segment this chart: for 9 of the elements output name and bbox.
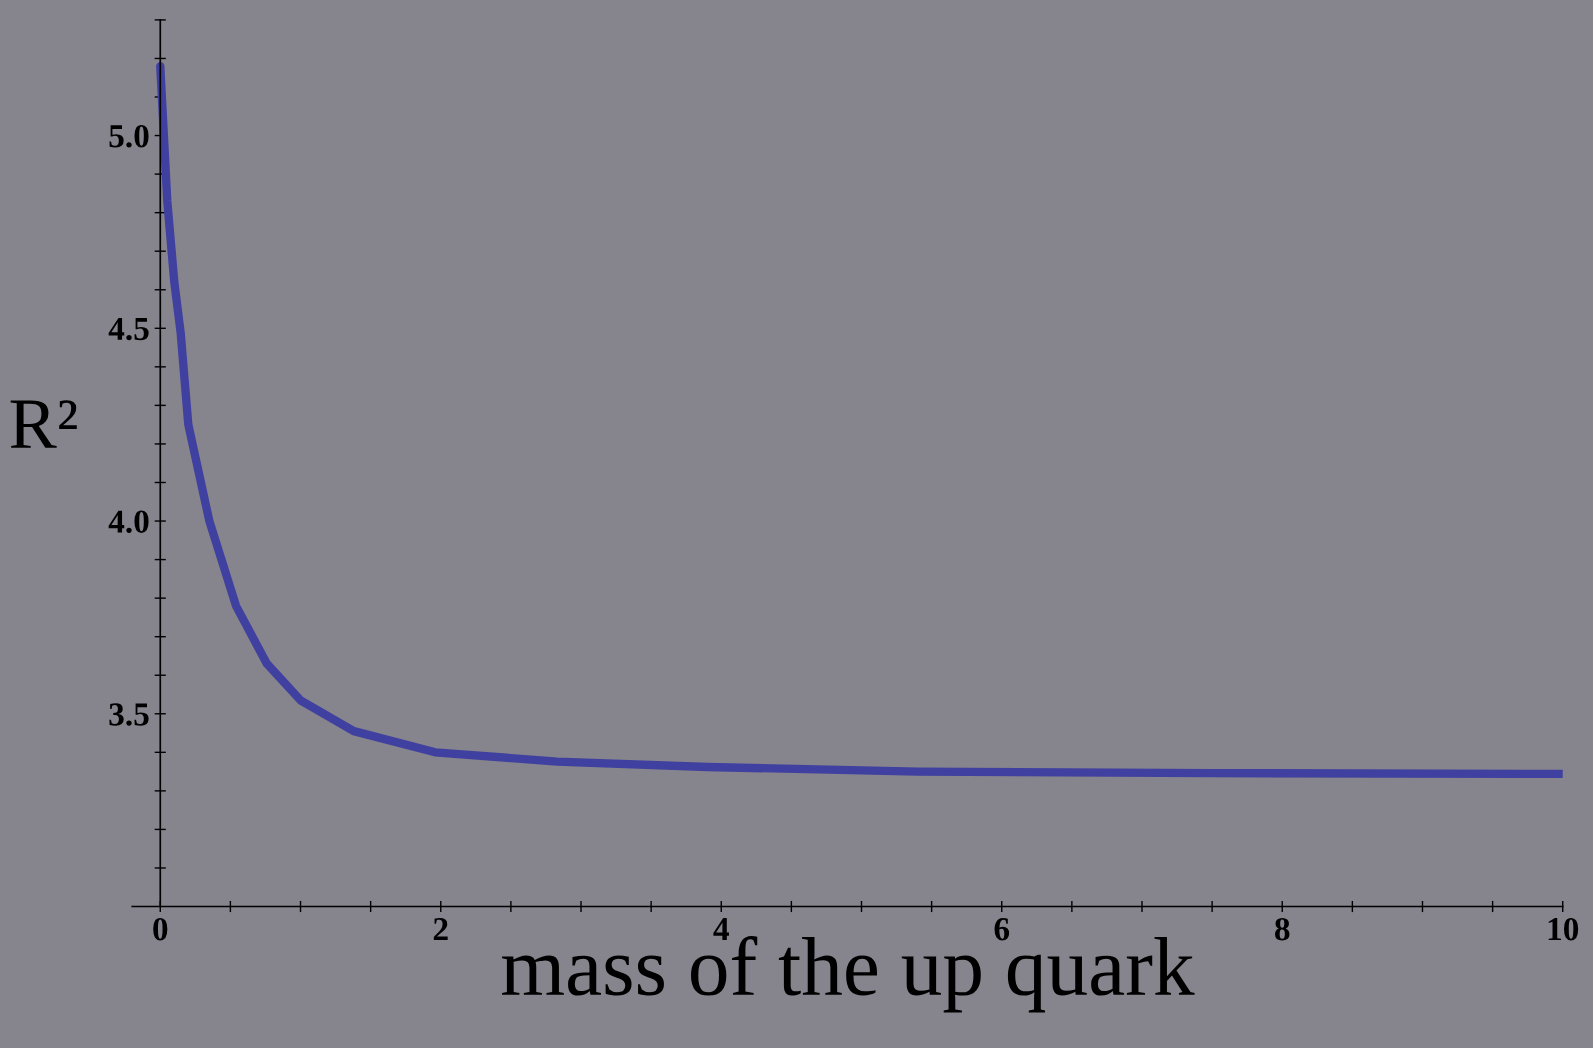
y-tick-label: 4.0: [108, 510, 149, 534]
x-tick-label: 2: [433, 917, 448, 941]
x-tick-label: 8: [1275, 917, 1290, 941]
y-tick-label: 5.0: [109, 124, 149, 148]
x-tick-label: 10: [1548, 917, 1579, 941]
y-tick-label: 4.5: [108, 317, 149, 341]
y-tick-label: 3.5: [109, 703, 149, 726]
y-axis-title: R²: [10, 400, 77, 448]
x-tick-label: 0: [153, 917, 168, 941]
